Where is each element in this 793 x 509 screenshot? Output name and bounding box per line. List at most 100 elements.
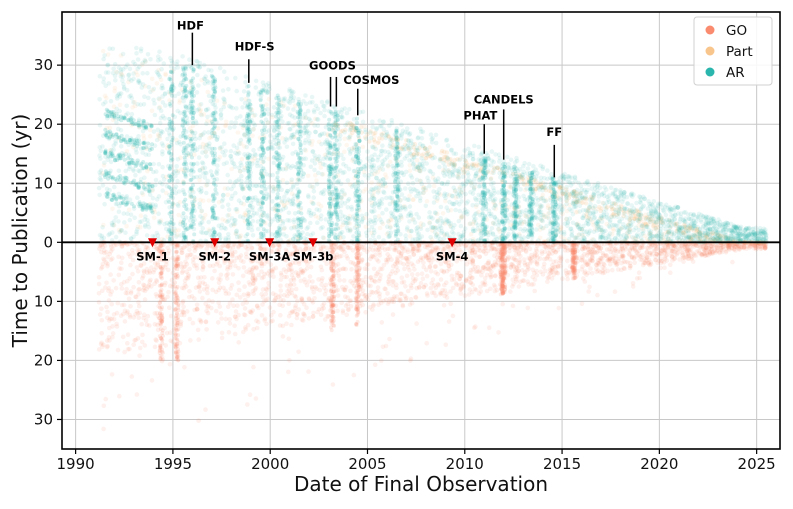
scatter-point-part	[198, 198, 203, 203]
scatter-point-go	[501, 253, 505, 257]
scatter-point-go	[565, 259, 570, 264]
scatter-point-go	[477, 255, 482, 260]
scatter-point-go	[324, 288, 329, 293]
scatter-point-go	[289, 323, 294, 328]
scatter-point-go	[727, 247, 732, 252]
scatter-point-ar	[596, 199, 601, 204]
scatter-point-go	[335, 309, 340, 314]
scatter-point-go	[611, 251, 616, 256]
scatter-point-go	[503, 285, 507, 289]
scatter-point-go	[129, 291, 134, 296]
scatter-point-go	[279, 277, 284, 282]
scatter-point-go	[173, 281, 177, 285]
scatter-point-go	[169, 314, 174, 319]
scatter-point-go	[376, 285, 381, 290]
scatter-point-go	[120, 286, 125, 291]
scatter-point-go	[104, 281, 109, 286]
scatter-point-go	[242, 284, 247, 289]
scatter-point-go	[97, 275, 102, 280]
scatter-point-go	[210, 288, 215, 293]
scatter-point-go	[322, 301, 327, 306]
scatter-point-go	[587, 285, 592, 290]
scatter-point-go	[136, 269, 141, 274]
scatter-point-go	[289, 267, 294, 272]
scatter-point-go	[306, 369, 311, 374]
scatter-point-go	[241, 274, 246, 279]
scatter-point-go	[286, 370, 291, 375]
scatter-point-go	[211, 264, 216, 269]
scatter-point-go	[185, 253, 190, 258]
scatter-point-ar	[153, 113, 158, 118]
scatter-point-ar	[370, 119, 375, 124]
scatter-point-go	[369, 290, 374, 295]
scatter-point-part	[101, 49, 106, 54]
scatter-point-ar	[160, 188, 165, 193]
scatter-point-go	[590, 271, 595, 276]
scatter-point-ar	[272, 160, 277, 165]
scatter-point-ar	[473, 212, 478, 217]
scatter-point-go	[402, 267, 407, 272]
scatter-point-go	[278, 313, 283, 318]
scatter-point-go	[372, 267, 377, 272]
scatter-point-go	[517, 284, 522, 289]
scatter-point-go	[371, 248, 376, 253]
scatter-point-go	[500, 264, 504, 268]
scatter-point-go	[456, 243, 461, 248]
scatter-point-part	[118, 103, 123, 108]
scatter-point-go	[583, 279, 588, 284]
scatter-point-go	[429, 269, 434, 274]
scatter-point-go	[387, 254, 392, 259]
scatter-point-go	[331, 311, 335, 315]
scatter-point-ar	[235, 146, 240, 151]
scatter-point-go	[444, 292, 449, 297]
scatter-point-go	[400, 280, 405, 285]
scatter-point-go	[186, 276, 191, 281]
scatter-point-go	[329, 266, 333, 270]
scatter-point-go	[136, 292, 141, 297]
scatter-point-go	[374, 274, 379, 279]
scatter-point-go	[256, 273, 261, 278]
scatter-point-go	[111, 331, 116, 336]
scatter-point-go	[210, 299, 215, 304]
scatter-point-ar	[154, 178, 159, 183]
scatter-point-go	[158, 356, 162, 360]
scatter-point-go	[117, 273, 122, 278]
scatter-point-go	[501, 269, 505, 273]
scatter-point-go	[588, 266, 593, 271]
scatter-point-go	[135, 392, 140, 397]
scatter-point-part	[319, 204, 324, 209]
scatter-point-go	[520, 268, 525, 273]
scatter-point-go	[160, 331, 164, 335]
scatter-point-go	[420, 271, 425, 276]
scatter-point-go	[528, 257, 533, 262]
scatter-point-go	[448, 289, 453, 294]
scatter-point-ar	[136, 57, 141, 62]
scatter-point-go	[631, 247, 636, 252]
scatter-point-part	[425, 199, 430, 204]
scatter-point-go	[436, 283, 441, 288]
scatter-point-go	[522, 261, 527, 266]
scatter-point-go	[271, 244, 276, 249]
scatter-point-go	[292, 278, 297, 283]
scatter-point-go	[485, 289, 490, 294]
scatter-point-go	[508, 245, 513, 250]
scatter-point-go	[349, 267, 354, 272]
scatter-point-go	[123, 319, 128, 324]
scatter-point-go	[331, 270, 335, 274]
scatter-point-go	[271, 267, 276, 272]
scatter-point-go	[424, 341, 429, 346]
points-layer	[97, 46, 769, 432]
scatter-point-go	[470, 260, 475, 265]
scatter-point-go	[508, 289, 513, 294]
scatter-point-ar	[534, 196, 539, 201]
scatter-point-go	[267, 269, 272, 274]
scatter-point-go	[452, 277, 457, 282]
scatter-point-ar	[254, 79, 259, 84]
scatter-point-go	[655, 260, 660, 265]
scatter-point-go	[410, 301, 415, 306]
scatter-point-go	[405, 274, 410, 279]
scatter-point-go	[176, 339, 180, 343]
scatter-point-go	[483, 276, 488, 281]
scatter-point-go	[130, 374, 135, 379]
scatter-point-go	[244, 269, 249, 274]
